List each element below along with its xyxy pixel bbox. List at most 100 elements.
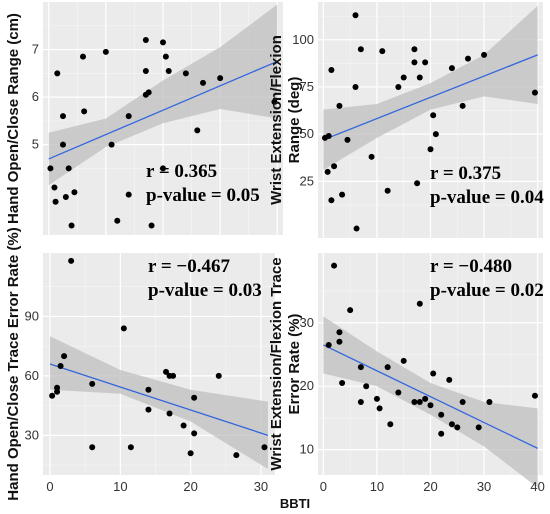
confidence-band: [48, 4, 278, 186]
data-point: [187, 450, 194, 457]
y-tick-label: 60: [25, 368, 39, 383]
y-axis-label: Hand Open/Close Trace Error Rate (%): [5, 227, 22, 500]
data-point: [339, 380, 346, 387]
y-tick-label: 75: [300, 79, 314, 94]
data-point: [89, 444, 96, 451]
data-point: [120, 325, 127, 332]
y-tick-label: 100: [292, 32, 314, 47]
x-tick-label: 30: [254, 479, 268, 494]
data-point: [160, 165, 166, 172]
data-point: [448, 65, 455, 72]
data-point: [325, 341, 332, 348]
data-point: [336, 102, 343, 109]
data-point: [459, 102, 466, 109]
regression-line: [49, 363, 269, 436]
y-tick-label: 50: [300, 126, 314, 141]
data-point: [411, 46, 418, 53]
data-point: [379, 48, 386, 55]
x-axis-label: BBTI: [280, 496, 310, 511]
data-point: [261, 444, 268, 451]
data-point: [411, 399, 418, 406]
data-point: [432, 131, 439, 138]
x-tick-label: 20: [183, 479, 197, 494]
data-point: [384, 187, 391, 194]
data-point: [68, 222, 75, 229]
correlation-annotation: r = −0.467: [148, 256, 230, 277]
regression-line: [323, 344, 538, 449]
y-axis-label: Wrist Extension/Flexion: [268, 35, 285, 205]
data-point: [328, 197, 335, 204]
data-point: [475, 424, 482, 431]
x-tick-label: 40: [530, 479, 544, 494]
data-point: [200, 79, 206, 86]
data-point: [411, 59, 418, 66]
y-tick-label: 20: [300, 378, 314, 393]
p-value-annotation: p-value = 0.05: [146, 185, 260, 206]
panel-hand-open-close-range: 5 6 7 Hand Open/Close Range (cm) r = 0.365 p-…: [5, 2, 283, 235]
y-axis-label: Range (deg): [286, 77, 303, 164]
y-axis-label: Error Rate (%): [286, 314, 303, 415]
data-point: [347, 307, 354, 314]
y-tick-label: 25: [300, 173, 314, 188]
data-point: [166, 410, 173, 417]
y-axis-label: Hand Open/Close Range (cm): [5, 13, 22, 224]
y-axis-label: Wrist Extension/Flexion Trace: [268, 257, 285, 470]
y-tick-label: 10: [300, 442, 314, 457]
data-point: [160, 39, 166, 46]
data-point: [422, 59, 429, 66]
data-point: [336, 329, 343, 336]
data-point: [108, 141, 115, 148]
data-point: [60, 141, 66, 148]
data-point: [62, 193, 69, 200]
data-point: [400, 357, 407, 364]
data-point: [357, 364, 364, 371]
y-tick-label: 30: [25, 427, 39, 442]
data-point: [416, 74, 423, 81]
y-tick-label: 30: [300, 315, 314, 330]
data-point: [125, 113, 132, 120]
data-point: [163, 368, 170, 375]
y-tick-label: 5: [32, 137, 39, 152]
x-tick-label: 0: [46, 479, 53, 494]
correlation-annotation: r = 0.375: [430, 163, 501, 184]
y-tick-label: 7: [32, 42, 39, 57]
data-point: [331, 262, 338, 269]
data-point: [416, 300, 423, 307]
data-point: [182, 70, 189, 77]
data-point: [81, 108, 88, 115]
correlation-annotation: r = −0.480: [430, 256, 512, 277]
confidence-band: [323, 5, 538, 171]
data-point: [127, 444, 134, 451]
correlation-annotation: r = 0.365: [146, 161, 217, 182]
x-tick-label: 10: [370, 479, 384, 494]
data-point: [481, 51, 488, 58]
data-point: [170, 372, 177, 379]
data-point: [416, 399, 423, 406]
data-point: [373, 395, 380, 402]
data-point: [114, 217, 121, 224]
data-point: [427, 402, 434, 409]
data-point: [331, 163, 338, 170]
data-point: [454, 424, 461, 431]
data-point: [49, 392, 56, 399]
data-point: [142, 37, 149, 44]
data-point: [448, 421, 455, 428]
data-point: [51, 184, 58, 191]
data-point: [47, 165, 54, 172]
data-point: [80, 53, 86, 60]
data-point: [162, 53, 169, 60]
x-tick-label: 0: [320, 479, 327, 494]
data-point: [125, 191, 132, 198]
panel-wrist-extension-flexion-range: 25 50 75 100 Wrist Extension/Flexion Range (d…: [268, 2, 544, 238]
data-point: [328, 66, 335, 73]
x-tick-label: 30: [477, 479, 491, 494]
data-point: [344, 136, 351, 143]
data-point: [194, 127, 201, 134]
data-point: [395, 83, 402, 90]
data-point: [102, 48, 109, 55]
data-point: [531, 392, 538, 399]
data-point: [430, 112, 437, 119]
data-point: [145, 89, 152, 96]
